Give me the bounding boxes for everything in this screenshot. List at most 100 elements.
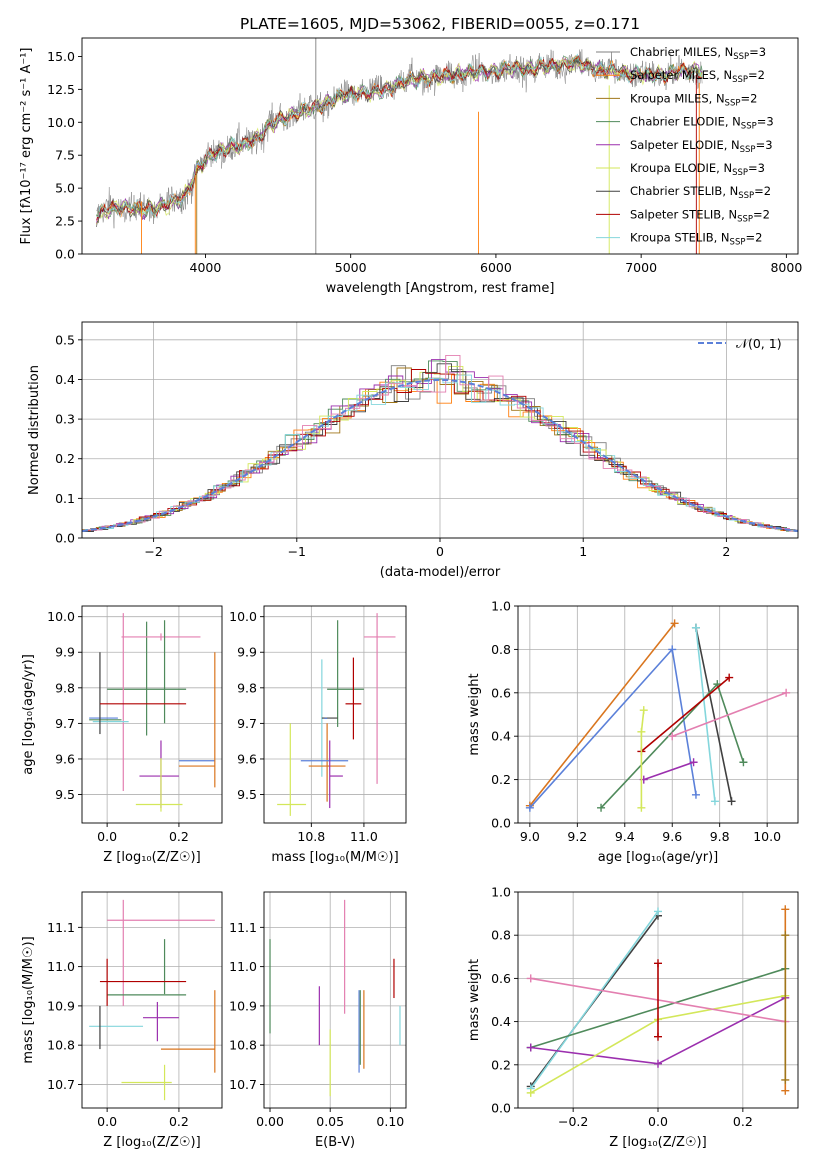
- legend-label: Chabrier ELODIE, NSSP=3: [630, 115, 774, 132]
- legend-label-main: Kroupa ELODIE, N: [630, 161, 732, 175]
- legend-label-sub: SSP: [737, 214, 753, 224]
- weight-point-marker: [781, 1075, 790, 1084]
- weight-point-marker: [654, 907, 662, 916]
- axes-frame: [263, 891, 407, 1109]
- y-axis-label: age [log₁₀(age/yr)]: [21, 654, 36, 775]
- x-tick-label: 1: [579, 544, 587, 559]
- weight-point-marker: [639, 706, 648, 715]
- y-tick-label: 15.0: [47, 49, 75, 64]
- spectrum-panel: 4000 5000 6000 7000 8000 0.0 2.5 5.0 7.5 10.0 12.5…: [19, 15, 802, 296]
- x-tick-label: 0.2: [733, 1114, 753, 1129]
- age-vs-metallicity-panel: 0.0 0.2 9.5 9.6 9.7 9.8 9.9 10.0 Z [log₁₀(Z/Z☉)]…: [21, 605, 223, 865]
- legend-label: Kroupa STELIB, NSSP=2: [630, 231, 762, 248]
- legend-label-sub: SSP: [730, 238, 746, 248]
- axes-frame: [81, 37, 799, 255]
- weight-point-marker: [710, 797, 719, 806]
- y-tick-label: 10.7: [229, 1077, 257, 1092]
- y-tick-label: 0.8: [491, 928, 511, 943]
- x-tick-label: 0.00: [256, 1114, 284, 1129]
- y-tick-label: 9.7: [237, 716, 257, 731]
- y-tick-label: 10.0: [47, 609, 75, 624]
- chart-title: PLATE=1605, MJD=53062, FIBERID=0055, z=0…: [240, 15, 640, 33]
- spectrum-model-line: [96, 55, 703, 221]
- y-tick-label: 10.9: [47, 998, 75, 1013]
- weight-point-marker: [691, 623, 700, 632]
- x-axis-label: (data-model)/error: [380, 565, 501, 580]
- legend-label-main: Salpeter ELODIE, N: [630, 138, 740, 152]
- legend-label-main: Kroupa MILES, N: [630, 91, 725, 105]
- legend-label-sub: SSP: [741, 122, 757, 132]
- weight-point-marker: [782, 688, 791, 697]
- y-axis-label: mass weight: [467, 673, 482, 755]
- axes-frame: [81, 605, 223, 824]
- y-tick-label: 10.9: [229, 998, 257, 1013]
- legend-label-sub: SSP: [732, 168, 748, 178]
- y-tick-label: 0.2: [55, 451, 75, 466]
- y-tick-label: 9.5: [237, 787, 257, 802]
- mass-vs-metallicity-panel: 0.0 0.2 10.7 10.8 10.9 11.0 11.1 Z [log₁₀(Z/Z☉)…: [21, 891, 223, 1150]
- weight-series-line: [640, 710, 645, 808]
- errorbar-point: [107, 621, 187, 736]
- legend-label-suffix: =3: [757, 115, 774, 129]
- legend-label: 𝒩(0, 1): [736, 336, 782, 351]
- x-tick-label: −1: [288, 544, 306, 559]
- legend-label: Kroupa ELODIE, NSSP=3: [630, 161, 765, 178]
- y-tick-label: 10.0: [229, 609, 257, 624]
- legend-label-sub: SSP: [725, 98, 741, 108]
- y-tick-label: 9.5: [55, 787, 75, 802]
- y-tick-label: 9.7: [55, 716, 75, 731]
- weight-vs-metallicity-panel: −0.2 0.0 0.2 0.0 0.2 0.4 0.6 0.8 1.0 Z [log₁₀(Z/Z…: [467, 885, 799, 1150]
- y-tick-label: 7.5: [55, 148, 75, 163]
- legend-label: Chabrier STELIB, NSSP=2: [630, 184, 771, 201]
- x-axis-label: Z [log₁₀(Z/Z☉)]: [609, 1135, 706, 1150]
- y-tick-label: 0.3: [55, 412, 75, 427]
- legend-label: Salpeter STELIB, NSSP=2: [630, 207, 770, 224]
- legend-label-suffix: =3: [748, 161, 765, 175]
- weight-series-line: [643, 761, 694, 781]
- y-tick-label: 12.5: [47, 82, 75, 97]
- legend-label-suffix: =2: [748, 68, 765, 82]
- legend-label-suffix: =2: [754, 184, 771, 198]
- y-tick-label: 0.4: [55, 372, 75, 387]
- legend-label-main: Chabrier STELIB, N: [630, 184, 738, 198]
- legend-label: Salpeter MILES, NSSP=2: [630, 68, 765, 85]
- weight-point-marker: [781, 1086, 790, 1095]
- x-tick-label: 7000: [625, 260, 657, 275]
- y-tick-label: 0.1: [55, 491, 75, 506]
- x-axis-label: wavelength [Angstrom, rest frame]: [326, 281, 555, 296]
- weight-vs-age-panel: 9.0 9.2 9.4 9.6 9.8 10.0 0.0 0.2 0.4 0.6 0.8 1.0 age…: [467, 599, 799, 865]
- x-tick-label: 8000: [770, 260, 802, 275]
- weight-point-marker: [781, 905, 790, 914]
- x-tick-label: 9.6: [662, 829, 682, 844]
- legend-label: Kroupa MILES, NSSP=2: [630, 91, 757, 108]
- y-axis-label: mass [log₁₀(M/M☉)]: [21, 936, 36, 1063]
- y-axis-label: Flux [fλ10⁻¹⁷ erg cm⁻² s⁻¹ A⁻¹]: [19, 48, 34, 245]
- weight-point-marker: [525, 803, 534, 812]
- y-tick-label: 0.0: [491, 816, 511, 831]
- axes-frame: [517, 891, 799, 1109]
- weight-point-marker: [670, 619, 679, 628]
- axes-frame: [81, 321, 799, 539]
- y-tick-label: 10.8: [229, 1038, 257, 1053]
- x-tick-label: −0.2: [558, 1114, 588, 1129]
- x-tick-label: 0: [436, 544, 444, 559]
- y-tick-label: 0.4: [491, 1014, 511, 1029]
- x-axis-label: E(B-V): [315, 1135, 355, 1150]
- legend-label-main: Chabrier MILES, N: [630, 45, 733, 59]
- spectrum-model-line: [96, 53, 703, 218]
- histogram-step-line: [87, 354, 798, 532]
- weight-series-line: [695, 627, 733, 802]
- axes-frame: [263, 605, 407, 824]
- weight-point-marker: [526, 1088, 535, 1097]
- y-tick-label: 0.2: [491, 1057, 511, 1072]
- weight-series-line: [671, 692, 787, 737]
- y-tick-label: 0.5: [55, 332, 75, 347]
- legend-label-main: Salpeter MILES, N: [630, 68, 732, 82]
- x-tick-label: −2: [144, 544, 162, 559]
- weight-point-marker: [654, 959, 662, 968]
- weight-point-marker: [637, 803, 646, 812]
- y-tick-label: 10.8: [47, 1038, 75, 1053]
- weight-series-line: [529, 647, 697, 809]
- weight-point-marker: [597, 803, 606, 812]
